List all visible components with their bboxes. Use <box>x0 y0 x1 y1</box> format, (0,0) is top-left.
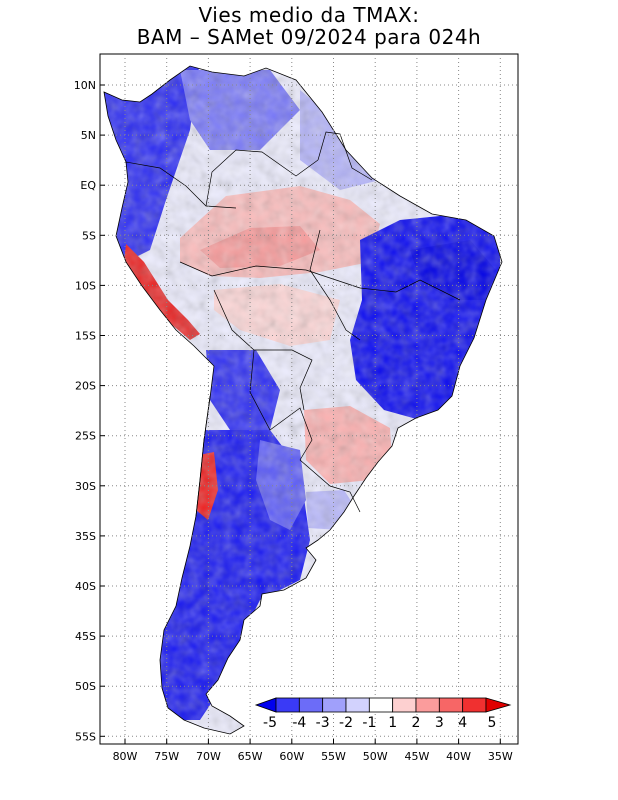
border-colombia-ecuador <box>125 161 237 209</box>
grid-lines <box>100 54 518 744</box>
colorbar-box <box>392 697 417 713</box>
lon-tick-label: 80W <box>113 750 138 763</box>
lat-tick-label: 35S <box>75 530 96 543</box>
colorbar-label: -4 <box>292 715 306 731</box>
colorbar-box <box>345 697 370 713</box>
lat-tick-label: EQ <box>80 179 96 192</box>
lat-tick-label: 10N <box>74 79 96 92</box>
colorbar-box <box>462 697 487 713</box>
border-brazil-states <box>309 229 361 341</box>
lat-tick-label: 20S <box>75 380 96 393</box>
map-title-line2: BAM – SAMet 09/2024 para 024h <box>136 25 482 49</box>
lat-tick-label: 50S <box>75 680 96 693</box>
colorbar-label: -3 <box>316 715 330 731</box>
lat-tick-label: 15S <box>75 330 96 343</box>
lon-tick-label: 75W <box>154 750 179 763</box>
colorbar-label: 1 <box>388 715 397 731</box>
colorbar-label: -5 <box>263 715 277 731</box>
lat-tick-label: 5N <box>81 129 96 142</box>
lon-tick-label: 50W <box>363 750 388 763</box>
colorbar-box <box>275 697 300 713</box>
lon-tick-label: 55W <box>321 750 346 763</box>
lat-tick-label: 55S <box>75 730 96 743</box>
colorbar-right-arrow <box>485 697 512 713</box>
lat-tick-label: 10S <box>75 279 96 292</box>
colorbar-box <box>415 697 440 713</box>
colorbar-label: 5 <box>488 715 497 731</box>
colorbar-box <box>322 697 347 713</box>
map-title-line1: Vies medio da TMAX: <box>198 3 420 27</box>
colorbar: -5 -4 -3 -2 -1 1 2 3 4 5 <box>254 697 512 731</box>
colorbar-box <box>368 697 394 713</box>
lon-tick-label: 35W <box>488 750 513 763</box>
lat-tick-label: 25S <box>75 430 96 443</box>
border-peru-brazil <box>179 261 361 289</box>
colorbar-label: -2 <box>339 715 353 731</box>
border-paraguay <box>249 349 313 461</box>
lat-tick-label: 5S <box>82 229 96 242</box>
lat-tick-label: 45S <box>75 630 96 643</box>
colorbar-box <box>438 697 464 713</box>
lat-tick-label: 30S <box>75 480 96 493</box>
lon-tick-label: 40W <box>446 750 471 763</box>
border-brazil-states-2 <box>359 279 461 301</box>
colorbar-label: 3 <box>435 715 444 731</box>
border-uruguay <box>299 459 361 513</box>
lat-tick-label: 40S <box>75 580 96 593</box>
lon-tick-label: 65W <box>238 750 263 763</box>
border-guianas <box>317 131 373 181</box>
border-chile-argentina-north <box>195 395 211 517</box>
colorbar-label: 2 <box>412 715 421 731</box>
border-colombia-venezuela <box>205 149 319 207</box>
longitude-labels: 80W 75W 70W 65W 60W 55W 50W 45W 40W 35W <box>113 739 513 763</box>
colorbar-label: 4 <box>458 715 467 731</box>
latitude-labels: 10N 5N EQ 5S 10S 15S 20S 25S 30S 35S 40S 45S 50S 55S <box>74 79 105 743</box>
lon-tick-label: 70W <box>196 750 221 763</box>
lon-tick-label: 45W <box>404 750 429 763</box>
lon-tick-label: 60W <box>279 750 304 763</box>
colorbar-label: -1 <box>362 715 376 731</box>
colorbar-box <box>298 697 324 713</box>
